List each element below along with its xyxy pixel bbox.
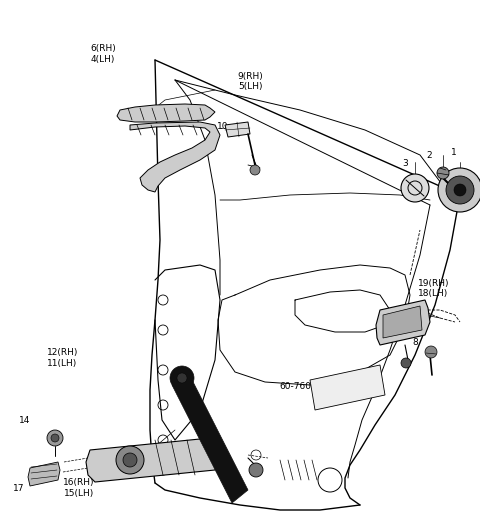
- Text: 7: 7: [395, 330, 400, 339]
- Polygon shape: [117, 104, 215, 122]
- Text: 8: 8: [412, 338, 418, 347]
- Circle shape: [177, 373, 187, 383]
- Circle shape: [170, 366, 194, 390]
- Text: 1: 1: [451, 148, 456, 157]
- Text: 19(RH)
18(LH): 19(RH) 18(LH): [418, 279, 449, 298]
- Text: 16(RH)
15(LH): 16(RH) 15(LH): [63, 478, 95, 498]
- Text: 3: 3: [403, 159, 408, 167]
- Polygon shape: [376, 300, 430, 345]
- Text: 12(RH)
11(LH): 12(RH) 11(LH): [47, 348, 78, 368]
- Circle shape: [51, 434, 59, 442]
- Polygon shape: [383, 306, 422, 338]
- Text: 2: 2: [427, 151, 432, 160]
- Text: 60-760: 60-760: [279, 382, 311, 391]
- Text: 6(RH)
4(LH): 6(RH) 4(LH): [90, 44, 116, 63]
- Polygon shape: [310, 365, 385, 410]
- Circle shape: [401, 174, 429, 202]
- Circle shape: [454, 184, 466, 196]
- Circle shape: [437, 167, 449, 179]
- Text: 14: 14: [19, 416, 31, 425]
- Circle shape: [250, 165, 260, 175]
- Polygon shape: [86, 438, 220, 482]
- Circle shape: [401, 358, 411, 368]
- Polygon shape: [130, 122, 220, 192]
- Polygon shape: [28, 462, 60, 486]
- Circle shape: [438, 168, 480, 212]
- Text: 10: 10: [217, 122, 229, 131]
- Circle shape: [123, 453, 137, 467]
- Circle shape: [116, 446, 144, 474]
- Polygon shape: [172, 372, 248, 503]
- Text: 13: 13: [143, 463, 155, 472]
- Polygon shape: [225, 122, 250, 137]
- Text: 9(RH)
5(LH): 9(RH) 5(LH): [238, 72, 264, 91]
- Text: 17: 17: [12, 484, 24, 492]
- Circle shape: [47, 430, 63, 446]
- Circle shape: [249, 463, 263, 477]
- Circle shape: [446, 176, 474, 204]
- Circle shape: [425, 346, 437, 358]
